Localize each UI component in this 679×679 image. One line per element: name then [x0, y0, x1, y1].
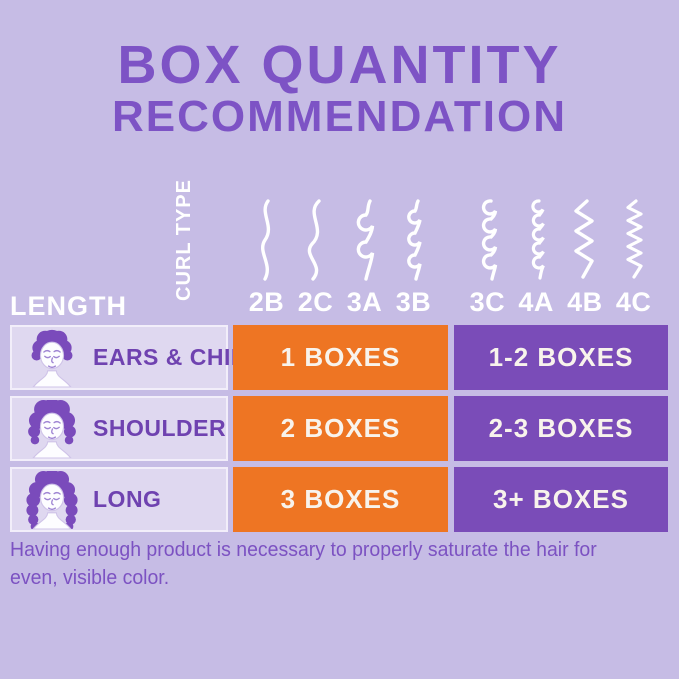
- table-row-shoulder: SHOULDER 2 BOXES 2-3 BOXES: [0, 396, 679, 461]
- curl-column-3a: 3A: [340, 198, 389, 318]
- curl-loose-loop-icon: [348, 198, 382, 282]
- length-label: SHOULDER: [93, 415, 227, 441]
- face-long-hair-icon: [24, 470, 80, 529]
- coil-tight-icon: [519, 198, 553, 282]
- face-short-afro-icon: [24, 329, 80, 387]
- face-medium-afro-icon: [24, 399, 80, 458]
- zigzag-tight-icon: [617, 198, 651, 282]
- curl-column-2c: 2C: [291, 198, 340, 318]
- curl-springy-loop-icon: [397, 198, 431, 282]
- curl-column-4a: 4A: [512, 198, 561, 318]
- table-row-long: LONG 3 BOXES 3+ BOXES: [0, 467, 679, 532]
- curl-label: 4B: [567, 287, 603, 317]
- curl-column-4c: 4C: [609, 198, 658, 318]
- boxes-cell-coily: 2-3 BOXES: [454, 396, 668, 461]
- curl-label: 2C: [297, 287, 334, 317]
- curl-label: 3B: [395, 287, 432, 317]
- curl-label: 3A: [346, 287, 383, 317]
- length-label: EARS & CHIN: [93, 344, 249, 370]
- curl-column-3c: 3C: [463, 198, 512, 318]
- curl-column-4b: 4B: [561, 198, 610, 318]
- curl-label: 4C: [615, 287, 652, 317]
- wave-defined-icon: [299, 198, 333, 282]
- curl-group-wavy-curly: 2B 2C 3A 3B: [232, 198, 448, 318]
- boxes-cell-wavy: 3 BOXES: [233, 467, 448, 532]
- length-cell: EARS & CHIN: [10, 325, 248, 390]
- length-cell: SHOULDER: [10, 396, 228, 461]
- wave-loose-icon: [250, 198, 284, 282]
- boxes-cell-coily: 1-2 BOXES: [454, 325, 668, 390]
- page-title: BOX QUANTITY: [117, 35, 562, 95]
- curl-column-2b: 2B: [242, 198, 291, 318]
- page-subtitle: RECOMMENDATION: [112, 92, 567, 141]
- footer-note: Having enough product is necessary to pr…: [10, 538, 597, 589]
- zigzag-icon: [568, 198, 602, 282]
- length-axis-label: LENGTH: [10, 291, 127, 321]
- boxes-cell-coily: 3+ BOXES: [454, 467, 668, 532]
- boxes-cell-wavy: 1 BOXES: [233, 325, 448, 390]
- curl-group-coily-kinky: 3C 4A 4B 4C: [453, 198, 668, 318]
- coil-corkscrew-icon: [470, 198, 504, 282]
- curl-label: 3C: [469, 287, 506, 317]
- curl-column-3b: 3B: [389, 198, 438, 318]
- curl-label: 2B: [248, 287, 285, 317]
- length-label: LONG: [93, 486, 162, 512]
- table-row-ears-chin: EARS & CHIN 1 BOXES 1-2 BOXES: [0, 325, 679, 390]
- length-cell: LONG: [10, 467, 228, 532]
- curl-label: 4A: [518, 287, 554, 317]
- boxes-cell-wavy: 2 BOXES: [233, 396, 448, 461]
- curl-type-axis-label: CURL TYPE: [173, 179, 195, 301]
